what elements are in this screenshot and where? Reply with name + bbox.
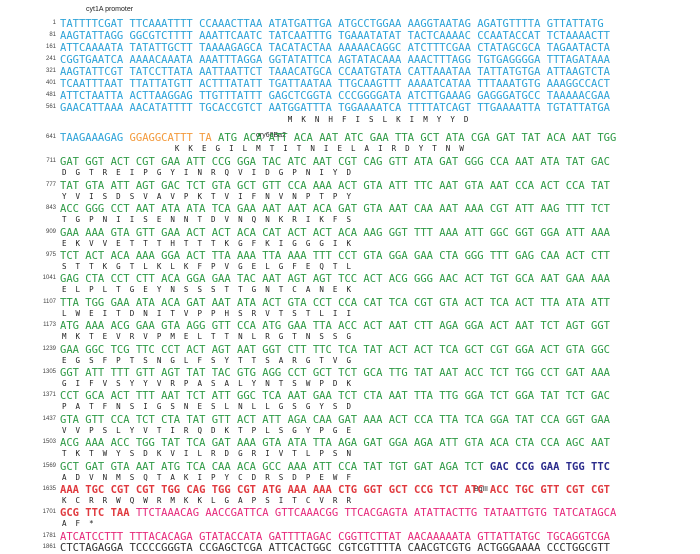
- line-number: 1107: [43, 299, 56, 305]
- rbs-label: ory60Ba2: [256, 132, 286, 139]
- line-number: 241: [45, 56, 56, 62]
- amino-acid-line: A F *: [62, 519, 94, 528]
- line-number: 1503: [42, 439, 56, 445]
- line-number: 1173: [43, 322, 56, 328]
- amino-acid-line: G I F V S Y Y V R P A S A L Y N T S W P …: [62, 379, 351, 388]
- line-number: 561: [45, 104, 56, 110]
- line-number: 1371: [42, 392, 56, 398]
- bglii-label: BglII: [474, 486, 489, 493]
- line-number: 975: [45, 252, 56, 258]
- sequence-line: ATCATCCTTT TTTACACAGA GTATACCATA GATTTTA…: [60, 531, 610, 543]
- amino-acid-line: Y V I S D S V A V P K T V I F N V N P T …: [62, 192, 351, 201]
- sequence-line: TCT ACT ACA AAA GGA ACT TTA AAA TTA AAA …: [60, 250, 610, 262]
- sequence-line: ATTCTAATTA ACTTAAGGAG TTGTTTATTT GAGCTCG…: [60, 90, 610, 102]
- sequence-line: GAACATTAAA AACATATTTT TGCACCGTCT AATGGAT…: [60, 102, 610, 114]
- line-number: 1569: [42, 463, 56, 469]
- line-number: 161: [45, 44, 56, 50]
- line-number: 1781: [42, 533, 56, 539]
- amino-acid-line: M K N H F I S L K I M Y Y D: [62, 115, 469, 124]
- sequence-line: AAGTATTCGT TATCCTTATA AATTAATTCT TAAACAT…: [60, 66, 610, 78]
- sequence-line: ATG AAA ACG GAA GTA AGG GTT CCA ATG GAA …: [60, 320, 610, 332]
- line-number: 81: [49, 32, 56, 38]
- amino-acid-line: T K T W Y S D K V I L R D G R I V T L P …: [62, 449, 351, 458]
- sequence-line: AAGTATTAGG GGCGTCTTTT AAATTCAATC TATCAAT…: [60, 30, 610, 42]
- amino-acid-line: E K V V E T T T H T T T K G F K I G G G …: [62, 239, 351, 248]
- sequence-line: AAA TGC CGT CGT TGG CAG TGG CGT ATG AAA …: [60, 484, 610, 496]
- sequence-line: GCG TTC TAA TTCTAAACAG AACCGATTCA GTTCAA…: [60, 507, 617, 519]
- sequence-line: GGT ATT TTT GTT AGT TAT TAC GTG AGG CCT …: [60, 367, 610, 379]
- amino-acid-line: L W E I T D N I T V P P H S R V T S T L …: [62, 309, 351, 318]
- line-number: 1437: [42, 416, 56, 422]
- line-number: 909: [45, 229, 56, 235]
- line-number: 401: [45, 80, 56, 86]
- sequence-line: ACG AAA ACC TGG TAT TCA GAT AAA GTA ATA …: [60, 437, 610, 449]
- amino-acid-line: K K E G I L M T I T N I E L A I R D Y T …: [62, 144, 464, 153]
- sequence-line: TCAATTTAAT TTATTATGTT ACTTTATATT TGATTAA…: [60, 78, 610, 90]
- line-number: 321: [45, 68, 56, 74]
- line-number: 1239: [42, 346, 56, 352]
- sequence-line: TAAGAAAGAG GGAGGCATTT TA ATG ACA ATT ACA…: [60, 132, 617, 144]
- line-number: 1305: [42, 369, 56, 375]
- line-number: 1635: [42, 486, 56, 492]
- line-number: 641: [45, 134, 56, 140]
- sequence-line: CGGTGAATCA AAAACAAATA AAATTTAGGA GGTATAT…: [60, 54, 610, 66]
- sequence-line: TAT GTA ATT AGT GAC TCT GTA GCT GTT CCA …: [60, 180, 610, 192]
- line-number: 1701: [42, 509, 56, 515]
- line-number: 843: [45, 205, 56, 211]
- sequence-line: GAA AAA GTA GTT GAA ACT ACT ACA CAT ACT …: [60, 227, 610, 239]
- amino-acid-line: E L P L T G E Y N S S S T T G N T C A N …: [62, 285, 351, 294]
- sequence-line: GAA GGC TCG TTC CCT ACT AGT AAT GGT CTT …: [60, 344, 610, 356]
- line-number: 1861: [42, 544, 56, 550]
- amino-acid-line: D G T R E I P G Y I N R Q V I D G P N I …: [62, 168, 351, 177]
- line-number: 711: [46, 158, 56, 164]
- sequence-line: ATTCAAAATA TATATTGCTT TAAAAGAGCA TACATAC…: [60, 42, 610, 54]
- amino-acid-line: M K T E V R V P M E L T T N L R G T N S …: [62, 332, 351, 341]
- line-number: 1041: [42, 275, 56, 281]
- sequence-line: TTA TGG GAA ATA ACA GAT AAT ATA ACT GTA …: [60, 297, 610, 309]
- sequence-line: GTA GTT CCA TCT CTA TAT GTT ACT ATT AGA …: [60, 414, 610, 426]
- line-number: 1: [52, 20, 56, 26]
- amino-acid-line: V V P S L Y V T I R Q D K T P L S G Y P …: [62, 426, 351, 435]
- sequence-line: GAG CTA CCT CTT ACA GGA GAA TAC AAT AGT …: [60, 273, 610, 285]
- promoter-label: cyt1A promoter: [86, 6, 134, 13]
- sequence-line: CTCTAGAGGA TCCCCGGGTA CCGAGCTCGA ATTCACT…: [60, 542, 610, 554]
- line-number: 481: [45, 92, 56, 98]
- amino-acid-line: E G S F P T S N G L F S Y T T S A R G T …: [62, 356, 351, 365]
- amino-acid-line: K C R R W Q W R M K K L G A P S I T C V …: [62, 496, 351, 505]
- amino-acid-line: S T T K G T L K L K F P V G E L G F E Q …: [62, 262, 351, 271]
- sequence-line: ACC GGG CCT AAT ATA ATA TCA GAA AAT AAT …: [60, 203, 610, 215]
- sequence-line: GCT GAT GTA AAT ATG TCA CAA ACA GCC AAA …: [60, 461, 610, 473]
- amino-acid-line: P A T F N S I G S N E S L N L L G S G Y …: [62, 402, 351, 411]
- line-number: 777: [45, 182, 56, 188]
- amino-acid-line: A D V N M S Q T A K I P Y C D R S D P E …: [62, 473, 351, 482]
- amino-acid-line: T G P N I I S E N N T D V N Q N K R I K …: [62, 215, 351, 224]
- sequence-line: GAT GGT ACT CGT GAA ATT CCG GGA TAC ATC …: [60, 156, 610, 168]
- sequence-line: TATTTTCGAT TTCAAATTTT CCAAACTTAA ATATGAT…: [60, 18, 604, 30]
- sequence-line: CCT GCA ACT TTT AAT TCT ATT GGC TCA AAT …: [60, 390, 610, 402]
